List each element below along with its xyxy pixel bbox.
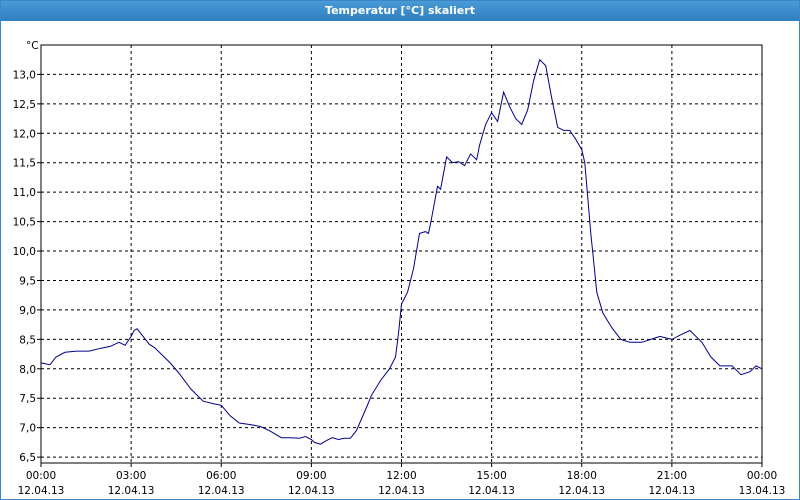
x-tick-time-label: 00:00 — [26, 470, 56, 482]
x-tick-time-label: 03:00 — [116, 470, 146, 482]
y-tick-label: 11,5 — [13, 158, 36, 170]
x-tick-time-label: 06:00 — [206, 470, 236, 482]
x-tick-date-label: 12.04.13 — [468, 485, 515, 497]
y-axis-ticks: 6,5 7,0 7,5 8,0 8,5 9,0 9,5 10,0 10,5 11,0 11,5 12,… — [13, 69, 41, 464]
x-tick-date-label: 13.04.13 — [739, 485, 786, 497]
x-tick-time-label: 18:00 — [567, 470, 597, 482]
x-tick-time-label: 21:00 — [657, 470, 687, 482]
y-tick-label: 10,0 — [13, 246, 36, 258]
y-tick-label: 10,5 — [13, 217, 36, 229]
y-tick-label: 11,0 — [13, 187, 36, 199]
window-title: Temperatur [°C] skaliert — [1, 1, 799, 21]
x-tick-date-label: 12.04.13 — [18, 485, 65, 497]
x-tick-time-label: 00:00 — [747, 470, 777, 482]
chart-grid — [41, 45, 762, 463]
x-tick-date-label: 12.04.13 — [108, 485, 155, 497]
y-tick-label: 8,0 — [19, 364, 36, 376]
series-line-temperature — [40, 58, 763, 445]
y-tick-label: 13,0 — [13, 69, 36, 81]
x-tick-time-label: 15:00 — [476, 470, 506, 482]
y-tick-label: 8,5 — [19, 334, 36, 346]
x-tick-date-label: 12.04.13 — [198, 485, 245, 497]
y-tick-label: 7,5 — [19, 393, 36, 405]
x-tick-date-label: 12.04.13 — [558, 485, 605, 497]
y-tick-label: 12,0 — [13, 128, 36, 140]
x-tick-time-label: 12:00 — [386, 470, 416, 482]
x-tick-time-label: 09:00 — [296, 470, 326, 482]
y-tick-label: 7,0 — [19, 423, 36, 435]
temperature-chart: 6,5 7,0 7,5 8,0 8,5 9,0 9,5 10,0 10,5 11,0 11,5 12,… — [13, 40, 786, 497]
y-tick-label: 12,5 — [13, 99, 36, 111]
x-tick-date-label: 12.04.13 — [378, 485, 425, 497]
y-axis-unit-label: °C — [26, 40, 39, 52]
y-tick-label: 6,5 — [19, 452, 36, 464]
y-tick-label: 9,5 — [19, 275, 36, 287]
y-tick-label: 9,0 — [19, 305, 36, 317]
x-tick-date-label: 12.04.13 — [288, 485, 335, 497]
x-axis-ticks: 00:00 12.04.13 03:00 12.04.13 06:00 12.04.13 0… — [18, 463, 786, 497]
x-tick-date-label: 12.04.13 — [648, 485, 695, 497]
